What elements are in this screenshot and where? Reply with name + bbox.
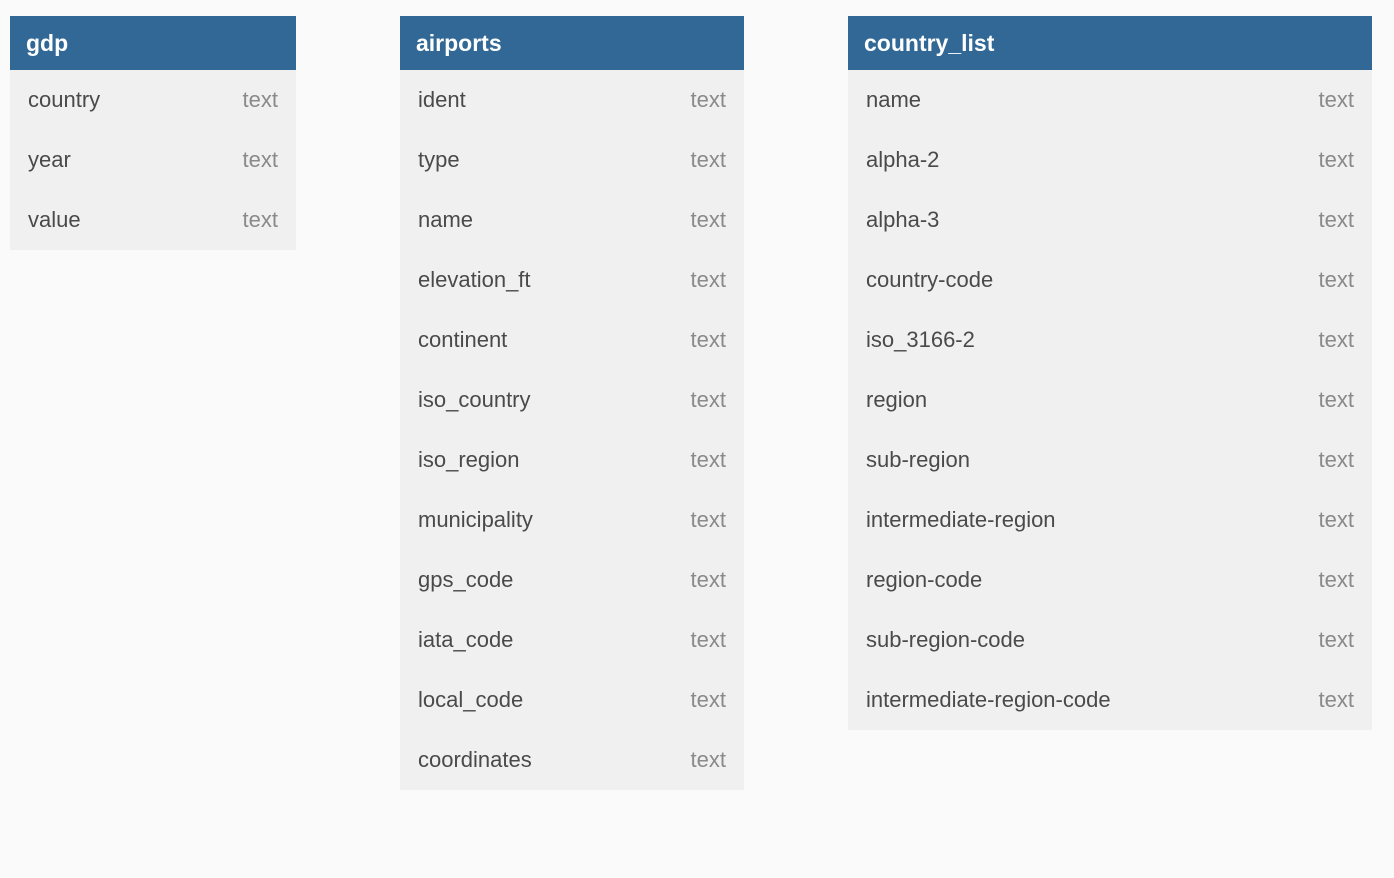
table-column-row: alpha-2text bbox=[848, 130, 1372, 190]
table-column-row: yeartext bbox=[10, 130, 296, 190]
table-column-row: coordinatestext bbox=[400, 730, 744, 790]
column-name: alpha-3 bbox=[866, 207, 1319, 233]
table-column-row: nametext bbox=[848, 70, 1372, 130]
column-type: text bbox=[1319, 567, 1354, 593]
table-column-row: region-codetext bbox=[848, 550, 1372, 610]
table-column-row: iso_countrytext bbox=[400, 370, 744, 430]
table-country_list: country_listnametextalpha-2textalpha-3te… bbox=[848, 16, 1372, 730]
column-type: text bbox=[1319, 627, 1354, 653]
column-name: type bbox=[418, 147, 691, 173]
table-airports: airportsidenttexttypetextnametextelevati… bbox=[400, 16, 744, 790]
column-type: text bbox=[1319, 267, 1354, 293]
column-name: continent bbox=[418, 327, 691, 353]
table-column-row: sub-region-codetext bbox=[848, 610, 1372, 670]
table-gdp: gdpcountrytextyeartextvaluetext bbox=[10, 16, 296, 250]
column-type: text bbox=[1319, 687, 1354, 713]
column-name: iso_region bbox=[418, 447, 691, 473]
column-name: alpha-2 bbox=[866, 147, 1319, 173]
column-name: year bbox=[28, 147, 243, 173]
column-type: text bbox=[691, 627, 726, 653]
column-name: iso_country bbox=[418, 387, 691, 413]
table-column-row: typetext bbox=[400, 130, 744, 190]
column-name: elevation_ft bbox=[418, 267, 691, 293]
table-column-row: country-codetext bbox=[848, 250, 1372, 310]
column-type: text bbox=[691, 267, 726, 293]
column-name: iata_code bbox=[418, 627, 691, 653]
table-column-row: local_codetext bbox=[400, 670, 744, 730]
column-type: text bbox=[691, 507, 726, 533]
column-name: municipality bbox=[418, 507, 691, 533]
column-name: intermediate-region-code bbox=[866, 687, 1319, 713]
column-type: text bbox=[1319, 447, 1354, 473]
table-column-row: gps_codetext bbox=[400, 550, 744, 610]
column-name: intermediate-region bbox=[866, 507, 1319, 533]
table-column-row: iso_regiontext bbox=[400, 430, 744, 490]
column-name: value bbox=[28, 207, 243, 233]
column-name: region-code bbox=[866, 567, 1319, 593]
column-type: text bbox=[243, 87, 278, 113]
column-name: name bbox=[866, 87, 1319, 113]
table-column-row: iso_3166-2text bbox=[848, 310, 1372, 370]
table-column-row: elevation_fttext bbox=[400, 250, 744, 310]
column-type: text bbox=[691, 387, 726, 413]
column-name: country bbox=[28, 87, 243, 113]
column-name: coordinates bbox=[418, 747, 691, 773]
table-column-row: intermediate-region-codetext bbox=[848, 670, 1372, 730]
table-column-row: countrytext bbox=[10, 70, 296, 130]
table-column-row: nametext bbox=[400, 190, 744, 250]
column-type: text bbox=[691, 747, 726, 773]
table-column-row: identtext bbox=[400, 70, 744, 130]
column-name: iso_3166-2 bbox=[866, 327, 1319, 353]
column-type: text bbox=[691, 207, 726, 233]
table-column-row: continenttext bbox=[400, 310, 744, 370]
column-type: text bbox=[243, 207, 278, 233]
column-name: sub-region-code bbox=[866, 627, 1319, 653]
column-type: text bbox=[1319, 327, 1354, 353]
column-name: local_code bbox=[418, 687, 691, 713]
table-column-row: alpha-3text bbox=[848, 190, 1372, 250]
column-type: text bbox=[243, 147, 278, 173]
table-column-row: regiontext bbox=[848, 370, 1372, 430]
schema-canvas: gdpcountrytextyeartextvaluetextairportsi… bbox=[0, 0, 1394, 878]
column-name: name bbox=[418, 207, 691, 233]
table-column-row: intermediate-regiontext bbox=[848, 490, 1372, 550]
column-type: text bbox=[1319, 147, 1354, 173]
column-type: text bbox=[691, 447, 726, 473]
column-name: gps_code bbox=[418, 567, 691, 593]
column-type: text bbox=[691, 687, 726, 713]
column-type: text bbox=[691, 87, 726, 113]
table-header: airports bbox=[400, 16, 744, 70]
table-header: gdp bbox=[10, 16, 296, 70]
column-type: text bbox=[691, 567, 726, 593]
column-name: sub-region bbox=[866, 447, 1319, 473]
column-type: text bbox=[1319, 207, 1354, 233]
table-column-row: iata_codetext bbox=[400, 610, 744, 670]
table-header: country_list bbox=[848, 16, 1372, 70]
column-type: text bbox=[691, 327, 726, 353]
column-name: ident bbox=[418, 87, 691, 113]
column-type: text bbox=[691, 147, 726, 173]
column-name: country-code bbox=[866, 267, 1319, 293]
column-type: text bbox=[1319, 387, 1354, 413]
table-column-row: sub-regiontext bbox=[848, 430, 1372, 490]
table-column-row: valuetext bbox=[10, 190, 296, 250]
table-column-row: municipalitytext bbox=[400, 490, 744, 550]
column-name: region bbox=[866, 387, 1319, 413]
column-type: text bbox=[1319, 87, 1354, 113]
column-type: text bbox=[1319, 507, 1354, 533]
